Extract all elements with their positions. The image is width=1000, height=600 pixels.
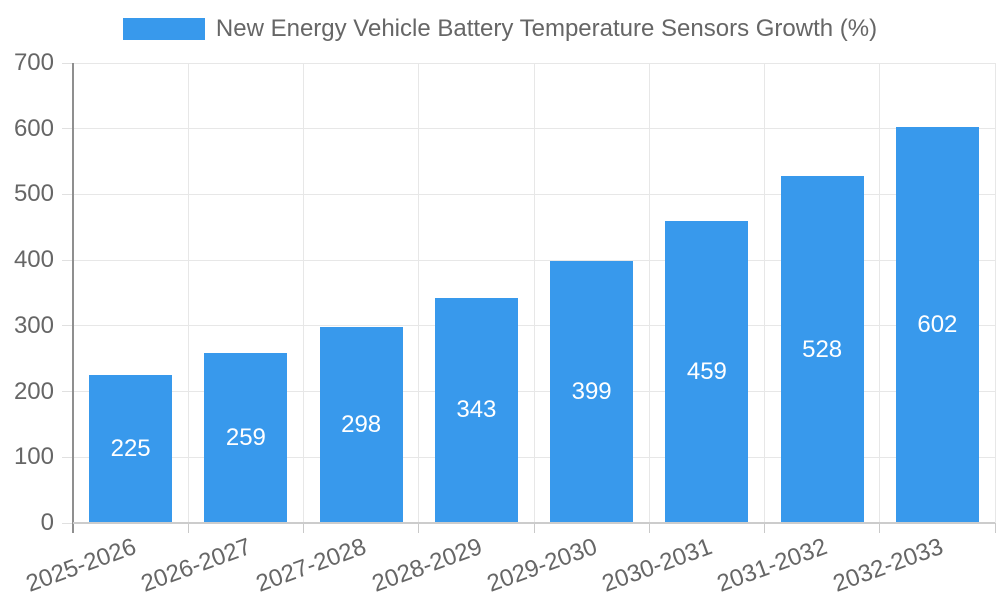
x-axis-tick [994,523,996,533]
x-axis-label: 2025-2026 [22,533,140,598]
y-axis-line [72,63,74,533]
x-axis-tick [187,523,189,533]
bar-value-label: 528 [802,335,843,363]
gridline-vertical [764,63,765,523]
x-axis-tick [533,523,535,533]
x-axis-line [73,522,995,524]
bar-value-label: 343 [456,396,497,424]
bar-value-label: 399 [571,377,612,405]
y-axis-tick [62,62,73,64]
gridline-vertical [648,63,650,523]
y-axis-label: 200 [13,377,54,405]
y-axis-label: 0 [40,509,54,536]
bar-2030-2031[interactable] [665,221,749,522]
x-axis-label: 2028-2029 [368,533,486,598]
y-axis-label: 100 [13,443,54,471]
y-axis-tick [62,259,73,261]
x-axis-label: 2032-2033 [829,533,947,598]
bar-value-label: 225 [110,435,151,463]
bar-2029-2030[interactable] [550,260,634,522]
legend: New Energy Vehicle Battery Temperature S… [0,16,1000,42]
y-axis-label: 400 [13,246,54,274]
gridline-vertical [187,63,189,523]
gridline-vertical [994,63,996,523]
x-axis-tick [879,523,881,533]
y-axis-tick [62,128,73,130]
x-axis-label: 2030-2031 [598,533,716,598]
bar-2031-2032[interactable] [780,176,864,522]
y-axis-label: 300 [13,311,54,339]
y-axis-tick [62,325,73,327]
bar-value-label: 602 [917,311,958,339]
gridline-vertical [303,63,304,523]
x-axis-label: 2029-2030 [483,533,601,598]
x-axis-label: 2031-2032 [713,533,832,598]
legend-label[interactable]: New Energy Vehicle Battery Temperature S… [215,15,878,42]
bar-2026-2027[interactable] [204,352,288,522]
y-axis-tick [62,193,73,195]
y-axis-tick [62,391,73,393]
y-axis-tick [62,456,73,458]
x-axis-label: 2026-2027 [137,533,255,598]
gridline-vertical [533,63,535,523]
x-axis-tick [764,523,765,533]
x-axis-tick [303,523,304,533]
bar-2028-2029[interactable] [434,297,518,522]
bar-value-label: 459 [686,358,727,386]
bar-2027-2028[interactable] [319,327,403,522]
y-axis-label: 700 [13,49,54,76]
bar-value-label: 298 [341,411,382,439]
gridline-vertical [418,63,420,523]
x-axis-tick [418,523,420,533]
y-axis-label: 600 [13,114,54,142]
x-axis-tick [648,523,650,533]
bar-2025-2026[interactable] [89,375,173,522]
y-axis-tick [62,522,73,524]
y-axis-label: 500 [13,180,54,208]
legend-swatch[interactable] [122,18,205,40]
x-axis-label: 2027-2028 [252,533,371,598]
bar-value-label: 259 [225,423,266,451]
gridline-vertical [879,63,881,523]
bar-2032-2033[interactable] [895,127,979,522]
